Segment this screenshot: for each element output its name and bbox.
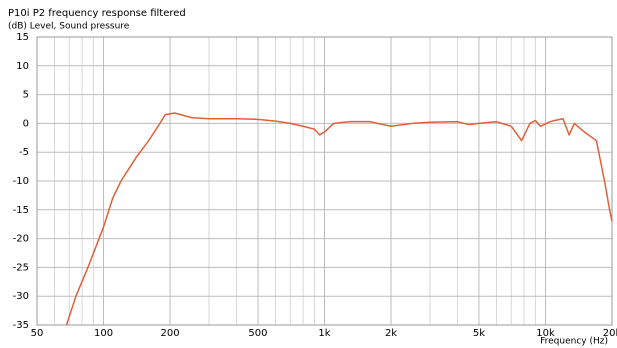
x-tick-label: 2k [385,328,397,339]
y-tick-label: -30 [13,291,29,302]
x-axis-label: Frequency (Hz) [540,337,608,347]
y-tick-label: 10 [16,61,29,72]
y-tick-label: 5 [23,90,29,101]
x-tick-label: 50 [31,328,44,339]
x-tick-label: 10k [536,328,555,339]
x-tick-label: 200 [160,328,179,339]
y-tick-label: -25 [13,262,29,273]
y-tick-label: -35 [13,320,29,331]
y-tick-label: -10 [13,176,29,187]
y-tick-label: -15 [13,205,29,216]
x-tick-label: 500 [248,328,267,339]
y-tick-label: 0 [23,118,29,129]
x-tick-label: 5k [473,328,485,339]
plot-frame [36,36,613,326]
chart-subtitle: (dB) Level, Sound pressure [8,22,130,32]
y-tick-label: -5 [19,147,29,158]
y-tick-label: 15 [16,32,29,43]
y-tick-label: -20 [13,234,29,245]
x-tick-label: 100 [94,328,113,339]
chart-title: P10i P2 frequency response filtered [8,8,186,19]
x-tick-label: 1k [318,328,330,339]
x-tick-label: 20k [603,328,617,339]
response-line [65,112,613,326]
